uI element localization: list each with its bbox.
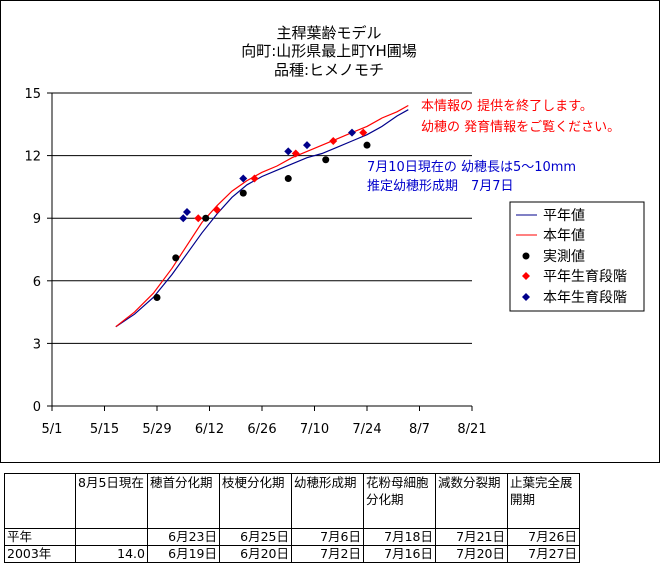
- y-tick-label: 6: [33, 275, 41, 290]
- table-cell: 14.0: [75, 545, 148, 563]
- data-point: [329, 136, 338, 145]
- table-cell: 7月26日: [507, 528, 580, 546]
- table-row: 平年 6月23日 6月25日 7月6日 7月18日 7月21日 7月26日: [4, 528, 580, 546]
- legend-marker-normal-stage: [522, 272, 530, 280]
- x-tick-label: 8/7: [409, 422, 430, 437]
- table-header-cell: [4, 473, 76, 529]
- table-header-cell: 穂首分化期: [147, 473, 220, 529]
- legend-marker-measured: [522, 252, 530, 260]
- table-cell: 7月21日: [435, 528, 508, 546]
- table-row: 2003年 14.0 6月19日 6月20日 7月2日 7月16日 7月20日 …: [4, 545, 580, 563]
- table-header-cell: 枝梗分化期: [219, 473, 292, 529]
- data-point: [250, 174, 259, 183]
- x-tick-label: 6/26: [247, 422, 276, 437]
- data-point: [202, 214, 210, 222]
- data-point: [359, 128, 368, 137]
- table-cell: 7月6日: [291, 528, 364, 546]
- data-point: [179, 214, 188, 223]
- grid-layer: [52, 92, 472, 344]
- data-point: [363, 141, 371, 149]
- data-point: [194, 214, 203, 223]
- table-cell: [75, 528, 148, 546]
- table-cell: 7月2日: [291, 545, 364, 563]
- annotation-panicle-formation-date: 推定幼穂形成期 7月7日: [367, 179, 514, 194]
- legend-label-normal-year: 平年値: [543, 208, 585, 224]
- legend-box: [509, 201, 645, 312]
- data-point: [172, 254, 180, 262]
- x-tick-label: 8/21: [457, 422, 486, 437]
- legend-marker-this-year-stage: [522, 293, 530, 301]
- y-tick-label: 12: [24, 150, 41, 165]
- x-tick-label: 7/24: [352, 422, 381, 437]
- annotation-panicle-length: 7月10日現在の 幼穂長は5～10mm: [367, 160, 576, 175]
- data-point: [348, 128, 356, 137]
- y-tick-label: 0: [33, 400, 41, 415]
- y-tick-label: 3: [33, 337, 41, 352]
- table-row-label: 平年: [4, 528, 76, 546]
- table-cell: 7月27日: [507, 545, 580, 563]
- x-tick-label: 5/15: [90, 422, 119, 437]
- table-cell: 7月20日: [435, 545, 508, 563]
- y-tick-label: 9: [33, 212, 41, 227]
- x-tick-label: 7/10: [300, 422, 329, 437]
- table-cell: 6月20日: [219, 545, 292, 563]
- table-header-cell: 減数分裂期: [435, 473, 508, 529]
- table-row-label: 2003年: [4, 545, 76, 563]
- series-layer: [115, 104, 409, 328]
- table-cell: 6月19日: [147, 545, 220, 563]
- legend-label-this-year-stage: 本年生育段階: [543, 290, 627, 306]
- data-point: [183, 207, 191, 216]
- chart-title: 主稈葉齢モデル 向町:山形県最上町YH圃場 品種:ヒメノモチ: [241, 24, 417, 79]
- table-cell: 7月16日: [363, 545, 436, 563]
- table-header-cell: 8月5日現在: [75, 473, 148, 529]
- leaf-age-chart: 主稈葉齢モデル 向町:山形県最上町YH圃場 品種:ヒメノモチ 0 3 6 9 12 15 5…: [24, 24, 645, 437]
- data-point: [284, 175, 292, 183]
- table-header-cell: 幼穂形成期: [291, 473, 364, 529]
- table-cell: 6月25日: [219, 528, 292, 546]
- chart-subtitle-variety: 品種:ヒメノモチ: [274, 61, 384, 79]
- chart-subtitle-location: 向町:山形県最上町YH圃場: [241, 42, 417, 60]
- legend-label-normal-stage: 平年生育段階: [543, 269, 627, 285]
- chart-frame: 主稈葉齢モデル 向町:山形県最上町YH圃場 品種:ヒメノモチ 0 3 6 9 12 15 5…: [0, 0, 660, 463]
- data-point: [284, 147, 293, 156]
- y-tick-label: 15: [24, 87, 41, 102]
- series-line: [115, 104, 409, 328]
- table-cell: 7月18日: [363, 528, 436, 546]
- growth-stage-table: 8月5日現在 穂首分化期 枝梗分化期 幼穂形成期 花粉母細胞分化期 減数分裂期 …: [4, 473, 580, 563]
- axis-layer: 0 3 6 9 12 15 5/1 5/15 5/29 6/12 6/26 7/10 7/24 8/7 8/…: [24, 87, 486, 437]
- annotation-layer: 本情報の 提供を終了します。 幼穂の 発育情報をご覧ください。 7月10日現在の…: [367, 98, 620, 194]
- annotation-see-panicle-info: 幼穂の 発育情報をご覧ください。: [421, 119, 620, 135]
- data-point: [239, 189, 247, 197]
- table-header-cell: 花粉母細胞分化期: [363, 473, 436, 529]
- x-tick-label: 5/29: [142, 422, 171, 437]
- table-cell: 6月23日: [147, 528, 220, 546]
- series-line: [115, 109, 409, 328]
- annotation-end-notice: 本情報の 提供を終了します。: [421, 98, 593, 114]
- legend: 平年値 本年値 実測値 平年生育段階 本年生育段階: [509, 201, 645, 312]
- x-tick-label: 6/12: [195, 422, 224, 437]
- data-point: [239, 174, 248, 183]
- data-point: [303, 141, 311, 150]
- legend-label-measured: 実測値: [543, 249, 585, 265]
- data-point: [291, 149, 300, 158]
- data-point: [322, 156, 330, 164]
- x-tick-label: 5/1: [42, 422, 63, 437]
- data-point: [213, 205, 221, 214]
- chart-title-line: 主稈葉齢モデル: [276, 24, 381, 42]
- data-point: [153, 293, 161, 301]
- table-header-cell: 止葉完全展開期: [507, 473, 580, 529]
- legend-label-this-year: 本年値: [543, 228, 585, 244]
- table-header-row: 8月5日現在 穂首分化期 枝梗分化期 幼穂形成期 花粉母細胞分化期 減数分裂期 …: [4, 473, 580, 529]
